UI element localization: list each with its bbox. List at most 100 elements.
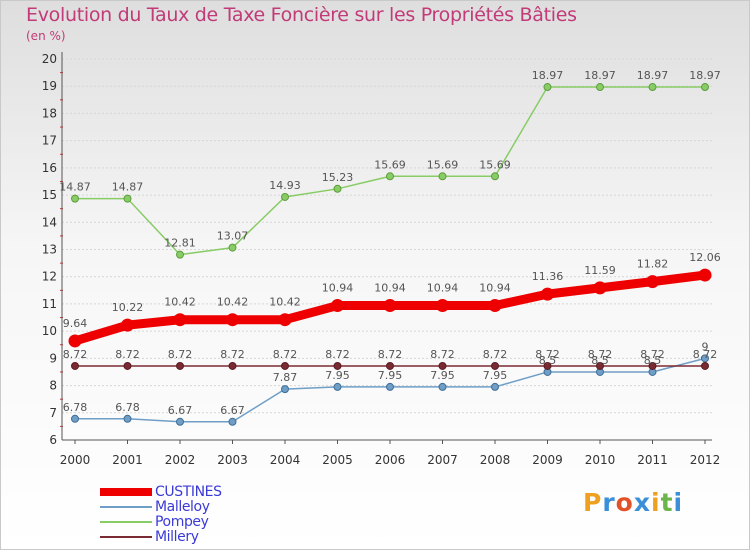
point-pompey xyxy=(701,83,709,92)
data-label-millery: 8.72 xyxy=(325,348,350,361)
point-malleloy xyxy=(123,414,132,423)
point-malleloy xyxy=(701,354,709,363)
y-tick-label: 12 xyxy=(42,270,57,284)
y-tick-label: 7 xyxy=(49,406,57,420)
x-tick-label: 2005 xyxy=(322,453,353,467)
data-label-pompey: 18.97 xyxy=(532,69,564,82)
logo-letter: P xyxy=(583,488,603,517)
x-tick-label: 2002 xyxy=(165,453,196,467)
legend-label-custines: CUSTINES xyxy=(155,484,222,500)
x-tick-label: 2008 xyxy=(480,453,511,467)
data-label-custines: 9.64 xyxy=(63,317,88,330)
point-pompey xyxy=(438,172,447,181)
point-millery xyxy=(333,361,342,370)
data-label-pompey: 15.69 xyxy=(427,158,459,171)
point-custines xyxy=(121,318,134,332)
point-malleloy xyxy=(71,414,79,423)
logo-letter: i xyxy=(673,488,684,517)
point-pompey xyxy=(333,184,342,193)
data-label-millery: 8.72 xyxy=(535,348,560,361)
legend-label-pompey: Pompey xyxy=(155,514,209,530)
data-label-malleloy: 7.95 xyxy=(378,369,403,382)
point-malleloy xyxy=(438,382,447,391)
logo-letter: x xyxy=(633,488,651,517)
y-tick-label: 11 xyxy=(42,297,57,311)
legend-item-millery[interactable]: Millery xyxy=(100,529,300,545)
y-tick-label: 10 xyxy=(42,324,57,338)
axes xyxy=(60,52,712,444)
y-tick-label: 20 xyxy=(42,52,57,66)
data-label-malleloy: 7.95 xyxy=(430,369,455,382)
point-pompey xyxy=(228,243,237,252)
y-tick-label: 13 xyxy=(42,243,57,257)
data-label-millery: 8.72 xyxy=(640,348,665,361)
legend-item-pompey[interactable]: Pompey xyxy=(100,514,300,530)
data-label-pompey: 15.69 xyxy=(479,158,511,171)
logo-letter: t xyxy=(660,488,674,517)
proxiti-logo: Proxiti xyxy=(583,488,683,517)
chart-subtitle: (en %) xyxy=(26,29,66,43)
point-custines xyxy=(173,313,187,327)
point-custines xyxy=(278,313,292,327)
data-label-pompey: 15.69 xyxy=(374,158,406,171)
point-custines xyxy=(383,299,397,313)
point-millery xyxy=(176,361,184,370)
series-malleloy xyxy=(71,354,709,426)
point-pompey xyxy=(123,194,132,203)
data-label-pompey: 14.93 xyxy=(269,179,301,192)
data-label-malleloy: 8.5 xyxy=(591,354,609,367)
data-label-custines: 12.06 xyxy=(689,251,721,264)
data-label-pompey: 13.07 xyxy=(217,230,249,243)
data-label-custines: 10.94 xyxy=(374,282,406,295)
x-tick-label: 2003 xyxy=(217,453,248,467)
legend-item-custines[interactable]: CUSTINES xyxy=(100,484,300,500)
data-label-malleloy: 7.87 xyxy=(273,371,298,384)
data-label-millery: 8.72 xyxy=(273,348,298,361)
x-tick-label: 2009 xyxy=(532,453,563,467)
data-label-custines: 10.42 xyxy=(217,296,249,309)
point-custines xyxy=(646,275,659,289)
point-millery xyxy=(648,361,657,370)
x-tick-label: 2012 xyxy=(690,453,721,467)
legend-item-malleloy[interactable]: Malleloy xyxy=(100,499,300,515)
point-millery xyxy=(281,361,289,370)
data-label-malleloy: 9 xyxy=(702,340,709,353)
logo-letter: r xyxy=(602,488,616,517)
y-tick-label: 9 xyxy=(49,351,57,365)
point-millery xyxy=(438,361,447,370)
y-tick-label: 6 xyxy=(49,433,57,447)
data-label-custines: 10.94 xyxy=(322,282,354,295)
point-millery xyxy=(123,361,132,370)
point-pompey xyxy=(386,172,394,181)
series-pompey xyxy=(71,83,709,259)
grid-lines xyxy=(62,58,712,414)
point-millery xyxy=(228,361,237,370)
point-custines xyxy=(226,313,239,327)
x-tick-label: 2006 xyxy=(375,453,406,467)
point-pompey xyxy=(596,83,604,92)
data-label-pompey: 18.97 xyxy=(689,69,721,82)
data-label-malleloy: 8.5 xyxy=(539,354,557,367)
y-tick-label: 17 xyxy=(42,134,57,148)
data-label-pompey: 18.97 xyxy=(637,69,669,82)
data-label-custines: 11.59 xyxy=(584,264,616,277)
point-custines xyxy=(488,299,502,313)
x-tick-label: 2000 xyxy=(60,453,91,467)
x-tick-label: 2004 xyxy=(270,453,301,467)
data-label-custines: 10.22 xyxy=(112,301,144,314)
point-malleloy xyxy=(281,385,289,394)
data-label-millery: 8.72 xyxy=(168,348,193,361)
data-label-malleloy: 6.67 xyxy=(168,404,193,417)
data-label-malleloy: 8.5 xyxy=(644,354,662,367)
data-labels-layer: 9.64 10.22 10.42 10.42 10.42 10.94 10.94 10.94 1… xyxy=(59,69,721,417)
series-millery xyxy=(71,361,709,370)
x-tick-label: 2010 xyxy=(585,453,616,467)
y-tick-label: 14 xyxy=(42,215,57,229)
point-malleloy xyxy=(491,382,499,391)
point-pompey xyxy=(281,192,289,201)
point-custines xyxy=(593,281,607,295)
data-label-custines: 11.82 xyxy=(637,258,669,271)
point-custines xyxy=(541,287,554,301)
point-pompey xyxy=(543,83,552,92)
